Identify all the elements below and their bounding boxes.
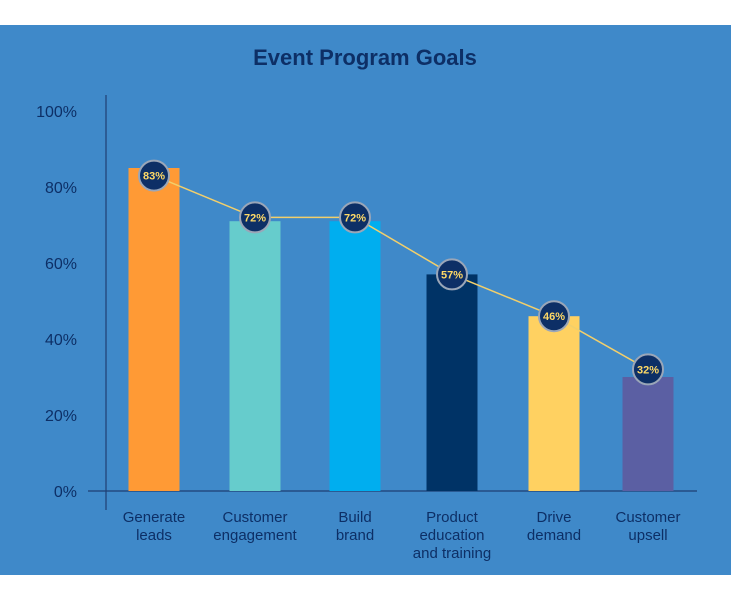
trend-line: [153, 174, 649, 371]
line-marker: [138, 159, 170, 192]
line-marker: [538, 300, 570, 333]
data-label: 72%: [244, 212, 266, 224]
bar: [329, 221, 381, 491]
y-tick-label: 20%: [45, 408, 77, 425]
y-tick-label: 40%: [45, 332, 77, 349]
bar: [229, 221, 281, 491]
y-tick-label: 0%: [54, 484, 77, 501]
y-tick-label: 60%: [45, 256, 77, 273]
chart-title: Event Program Goals: [253, 45, 477, 70]
bar: [622, 377, 674, 491]
x-tick-label: Customer engagement: [213, 509, 297, 544]
y-tick-label: 100%: [36, 104, 77, 121]
data-label: 83%: [143, 171, 165, 183]
x-tick-label: Drive demand: [527, 509, 581, 544]
line-marker: [436, 258, 468, 291]
x-tick-label: Generate leads: [123, 509, 186, 544]
bars: [128, 168, 674, 491]
bar: [528, 316, 580, 491]
data-label: 32%: [637, 364, 659, 376]
x-category-labels: Generate leads Customer engagement Build bran…: [123, 509, 681, 562]
x-tick-label: Product education and training: [413, 509, 491, 562]
line-marker: [239, 201, 271, 234]
axes: [88, 95, 697, 510]
bar: [426, 274, 478, 491]
y-tick-label: 80%: [45, 180, 77, 197]
line-markers: 83% 72% 72% 57% 46% 32%: [138, 159, 664, 386]
y-tick-labels: 0% 20% 40% 60% 80% 100%: [36, 104, 77, 501]
line-marker: [632, 353, 664, 386]
line-marker: [339, 201, 371, 234]
line-series: [153, 174, 649, 371]
x-tick-label: Customer upsell: [615, 509, 680, 544]
x-tick-label: Build brand: [336, 509, 374, 544]
data-label: 46%: [543, 311, 565, 323]
bar: [128, 168, 180, 491]
data-label: 72%: [344, 212, 366, 224]
data-label: 57%: [441, 269, 463, 281]
